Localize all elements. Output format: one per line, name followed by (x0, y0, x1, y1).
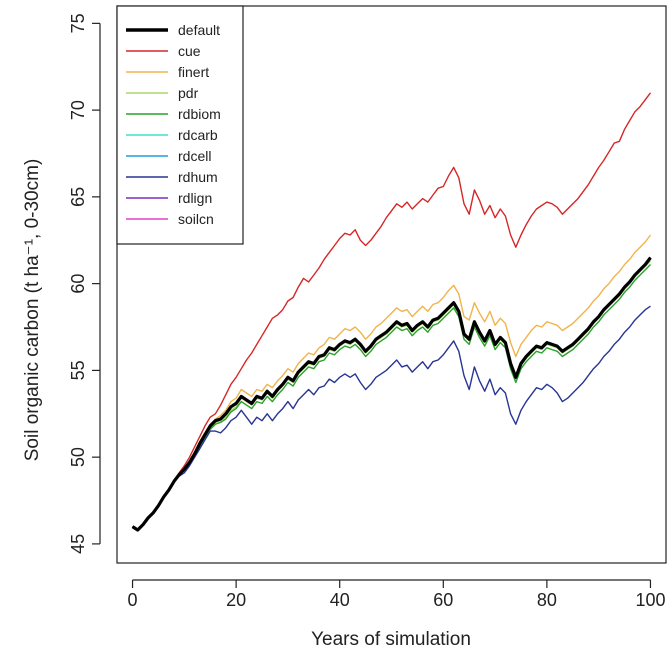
series-line-cue (132, 92, 652, 531)
legend-label-pdr: pdr (178, 85, 199, 101)
y-tick-label: 65 (68, 187, 88, 207)
y-tick-label: 75 (68, 13, 88, 33)
legend-label-rdlign: rdlign (178, 190, 212, 206)
series-line-default (131, 256, 652, 532)
x-axis-title: Years of simulation (311, 629, 471, 650)
legend-label-soilcn: soilcn (178, 211, 214, 227)
x-axis: 0 20 40 60 80 100 (128, 579, 665, 610)
y-tick-label: 60 (68, 274, 88, 294)
x-tick-label: 40 (330, 590, 350, 610)
y-axis: 45 50 55 60 65 70 75 (68, 13, 101, 554)
legend-label-rdbiom: rdbiom (178, 106, 221, 122)
series-layer (131, 92, 652, 532)
series-line-rdhum (132, 305, 651, 531)
legend-label-default: default (178, 22, 220, 38)
legend-box (116, 5, 244, 245)
x-tick-label: 80 (537, 590, 557, 610)
series-line-finert (132, 234, 652, 531)
y-axis-title: Soil organic carbon (t ha⁻¹, 0-30cm) (22, 159, 43, 462)
y-tick-label: 45 (68, 534, 88, 554)
legend: default cue finert pdr rdbiom rdcarb rdcell rdh… (116, 5, 244, 245)
y-tick-label: 55 (68, 360, 88, 380)
y-tick-label: 70 (68, 100, 88, 120)
legend-label-finert: finert (178, 64, 209, 80)
series-line-rdbiom (132, 264, 651, 531)
x-tick-label: 0 (128, 590, 138, 610)
legend-label-rdcell: rdcell (178, 148, 211, 164)
legend-label-rdhum: rdhum (178, 169, 218, 185)
legend-label-rdcarb: rdcarb (178, 127, 218, 143)
x-tick-label: 60 (433, 590, 453, 610)
x-tick-label: 100 (635, 590, 665, 610)
legend-label-cue: cue (178, 43, 201, 59)
y-tick-label: 50 (68, 447, 88, 467)
x-tick-label: 20 (226, 590, 246, 610)
